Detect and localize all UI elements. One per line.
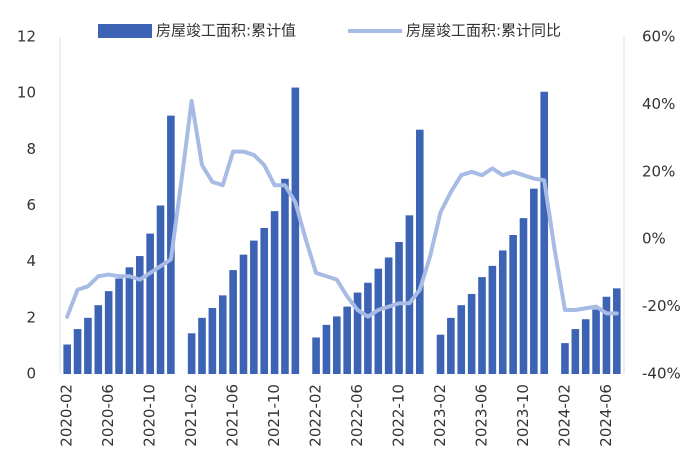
bar (592, 309, 600, 374)
bar (198, 317, 206, 374)
y2-tick-label: 60% (642, 28, 675, 46)
bar (250, 240, 258, 374)
y2-tick-label: 20% (642, 162, 675, 180)
bar (384, 257, 393, 374)
bar (395, 242, 403, 374)
bar (415, 129, 424, 374)
y-tick-label: 6 (26, 196, 36, 214)
bar (229, 270, 237, 374)
bar (353, 292, 362, 374)
bar (312, 337, 320, 374)
bar (333, 316, 341, 374)
bar (467, 293, 476, 374)
y2-tick-label: -20% (642, 297, 681, 315)
line (65, 99, 619, 319)
y-tick-label: 2 (26, 308, 36, 326)
bar (260, 227, 269, 374)
bar (291, 87, 300, 375)
bar (364, 282, 372, 374)
x-tick-label: 2022-02 (307, 384, 325, 447)
bar (115, 278, 123, 374)
bar (239, 254, 248, 374)
bar (457, 305, 466, 374)
legend-label: 房屋竣工面积:累计同比 (406, 22, 561, 40)
bar (84, 317, 92, 374)
y2-tick-label: 0% (642, 230, 666, 248)
y2-tick-label: 40% (642, 95, 675, 113)
y-tick-label: 4 (26, 252, 36, 270)
bar (94, 305, 103, 374)
bar (218, 295, 227, 374)
y-tick-label: 12 (17, 28, 36, 46)
x-tick-label: 2023-10 (514, 384, 532, 447)
bar (509, 234, 517, 374)
bar (343, 306, 351, 374)
bar (530, 188, 538, 374)
bar (270, 211, 279, 374)
bar (63, 344, 71, 374)
x-tick-label: 2020-02 (58, 384, 76, 447)
bar (581, 319, 590, 374)
x-tick-label: 2021-06 (224, 384, 242, 447)
x-tick-label: 2024-02 (555, 384, 573, 447)
bar (498, 250, 507, 374)
bar (322, 324, 331, 374)
bar (125, 267, 134, 374)
x-tick-label: 2021-02 (182, 384, 200, 447)
x-tick-label: 2022-06 (348, 384, 366, 447)
y-tick-label: 8 (26, 140, 36, 158)
bar (156, 205, 165, 374)
y2-tick-label: -40% (642, 365, 681, 383)
legend-swatch (98, 24, 152, 38)
bar (613, 288, 621, 374)
x-tick-label: 2024-06 (597, 384, 615, 447)
bar (561, 343, 569, 374)
bar (146, 233, 154, 374)
x-tick-label: 2021-10 (265, 384, 283, 447)
bar (405, 215, 414, 374)
bar (187, 333, 196, 374)
bar (447, 317, 455, 374)
bar (602, 296, 611, 374)
bar (73, 329, 82, 374)
bar (540, 91, 549, 374)
bar (488, 265, 497, 374)
bar (519, 218, 528, 374)
bar (374, 268, 383, 374)
bar (436, 334, 445, 374)
bar (104, 291, 113, 374)
y-tick-label: 10 (17, 84, 36, 102)
x-tick-label: 2023-06 (473, 384, 491, 447)
bar (208, 308, 217, 374)
bar (135, 256, 144, 374)
x-tick-label: 2020-10 (141, 384, 159, 447)
legend-label: 房屋竣工面积:累计值 (156, 22, 296, 40)
y-tick-label: 0 (26, 365, 36, 383)
bar (478, 277, 486, 374)
bar (571, 329, 580, 374)
x-tick-label: 2022-10 (390, 384, 408, 447)
x-tick-label: 2020-06 (99, 384, 117, 447)
bar (281, 178, 289, 374)
x-tick-label: 2023-02 (431, 384, 449, 447)
